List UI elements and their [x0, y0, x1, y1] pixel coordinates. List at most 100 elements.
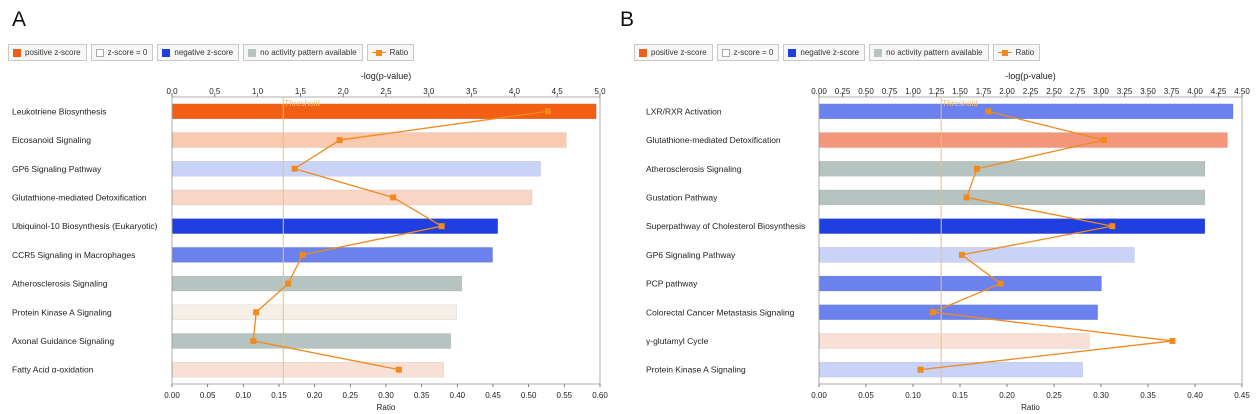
- bar: [172, 103, 597, 120]
- legend-label: positive z-score: [25, 48, 81, 57]
- category-label: CCR5 Signaling in Macrophages: [12, 250, 135, 260]
- legend-label: negative z-score: [174, 48, 234, 57]
- legend-swatch-icon: [788, 48, 797, 57]
- category-label: GP6 Signaling Pathway: [646, 250, 736, 260]
- top-tick-label: 1.25: [929, 87, 945, 96]
- ratio-point: [390, 194, 397, 201]
- legend-swatch-icon: [639, 48, 647, 57]
- legend-item: negative z-score: [783, 44, 866, 61]
- legend-label: Ratio: [389, 48, 409, 57]
- ratio-point: [958, 251, 965, 258]
- bar: [819, 103, 1234, 120]
- category-label: Atherosclerosis Signaling: [646, 164, 742, 174]
- top-tick-label: 3.00: [1093, 87, 1109, 96]
- ratio-point: [929, 309, 936, 316]
- top-tick-label: 4.0: [509, 87, 521, 96]
- legend-label: no activity pattern available: [886, 48, 983, 57]
- top-tick-label: 3.25: [1117, 87, 1133, 96]
- category-label: Leukotriene Biosynthesis: [12, 106, 107, 116]
- top-tick-label: 4.5: [552, 87, 564, 96]
- chart-svg-a: -log(p-value) 0.0 0.5 1.0 1.5 2.0 2.5 3.0 3.5 4.0…: [12, 71, 608, 412]
- legend-label: z-score = 0: [107, 48, 148, 57]
- legend-swatch-icon: [721, 48, 730, 57]
- bar: [819, 218, 1206, 234]
- ratio-point: [973, 165, 980, 172]
- legend-swatch-icon: [13, 48, 21, 57]
- ratio-point: [963, 194, 970, 201]
- top-tick-label: 4.50: [1234, 87, 1250, 96]
- legend-item: positive z-score: [8, 44, 87, 61]
- legend-swatch-icon: [95, 48, 104, 57]
- chart-panel-a: A positive z-score z-score = 0 negative z-…: [0, 0, 620, 414]
- bottom-tick-label: 0.45: [1234, 391, 1250, 400]
- ratio-point: [299, 251, 306, 258]
- ratio-point: [1169, 337, 1176, 344]
- bottom-tick-label: 0.10: [905, 391, 921, 400]
- bottom-tick-label: 0.40: [1187, 391, 1203, 400]
- chart-svg-b: -log(p-value) 0.00 0.25 0.50 0.75 1.00 1.25 1.5…: [646, 71, 1250, 412]
- ratio-point: [985, 108, 992, 115]
- top-tick-label: 2.75: [1070, 87, 1086, 96]
- category-label: Axonal Guidance Signaling: [12, 336, 114, 346]
- top-tick-label: 5.0: [594, 87, 606, 96]
- ratio-point: [997, 280, 1004, 287]
- ratio-line: [252, 110, 549, 371]
- legend-item: Ratio: [366, 44, 415, 61]
- top-tick-label: 2.5: [380, 87, 392, 96]
- top-tick-label: 3.0: [423, 87, 435, 96]
- bar: [819, 132, 1228, 148]
- top-tick-label: 0.25: [835, 87, 851, 96]
- ratio-point: [438, 223, 445, 230]
- bottom-tick-label: 0.00: [164, 391, 180, 400]
- bar: [819, 333, 1090, 349]
- legend-label: negative z-score: [800, 48, 860, 57]
- top-tick-label: 1.0: [252, 87, 264, 96]
- category-label: PCP pathway: [646, 279, 698, 289]
- panel-label-b: B: [620, 8, 635, 31]
- bar: [172, 333, 451, 349]
- ratio-point: [285, 280, 292, 287]
- category-label: LXR/RXR Activation: [646, 106, 722, 116]
- category-label: GP6 Signaling Pathway: [12, 164, 102, 174]
- top-tick-label: 0.0: [166, 87, 178, 96]
- legend-item: z-score = 0: [716, 44, 780, 61]
- bar: [172, 161, 541, 177]
- top-tick-label: 4.25: [1211, 87, 1227, 96]
- top-tick-label: 3.75: [1164, 87, 1180, 96]
- top-tick-label: 0.75: [882, 87, 898, 96]
- ratio-point: [544, 108, 551, 115]
- category-label: Eicosanoid Signaling: [12, 135, 91, 145]
- legend-item: no activity pattern available: [869, 44, 989, 61]
- ratio-point: [291, 165, 298, 172]
- legend-swatch-icon: [162, 48, 171, 57]
- bottom-tick-label: 0.25: [1046, 391, 1062, 400]
- legend-swatch-icon: [248, 48, 257, 57]
- bottom-tick-label: 0.00: [811, 391, 827, 400]
- legend-b: positive z-score z-score = 0 negative z-sc…: [634, 44, 1041, 61]
- top-tick-label: 0.00: [811, 87, 827, 96]
- top-tick-label: 4.00: [1187, 87, 1203, 96]
- legend-item: no activity pattern available: [243, 44, 363, 61]
- legend-swatch-icon: [874, 48, 883, 57]
- bottom-tick-label: 0.15: [271, 391, 287, 400]
- bottom-tick-label: 0.30: [378, 391, 394, 400]
- chart-panel-b: B positive z-score z-score = 0 negative z-…: [620, 0, 1258, 414]
- bar: [172, 275, 463, 292]
- ratio-line-marker-icon: [371, 49, 386, 57]
- top-tick-label: 2.0: [338, 87, 350, 96]
- ratio-line: [920, 110, 1173, 371]
- ratio-point: [336, 137, 343, 144]
- ratio-point: [917, 366, 924, 373]
- bottom-tick-label: 0.25: [343, 391, 359, 400]
- bottom-tick-label: 0.40: [450, 391, 466, 400]
- legend-label: z-score = 0: [733, 48, 774, 57]
- bar: [172, 304, 457, 320]
- bottom-tick-label: 0.20: [307, 391, 323, 400]
- ratio-point: [395, 366, 402, 373]
- bottom-axis-title: Ratio: [377, 403, 396, 412]
- bar: [172, 247, 493, 263]
- bottom-tick-label: 0.05: [858, 391, 874, 400]
- bottom-tick-label: 0.30: [1093, 391, 1109, 400]
- top-tick-label: 0.5: [209, 87, 221, 96]
- category-label: Fatty Acid α-oxidation: [12, 365, 94, 375]
